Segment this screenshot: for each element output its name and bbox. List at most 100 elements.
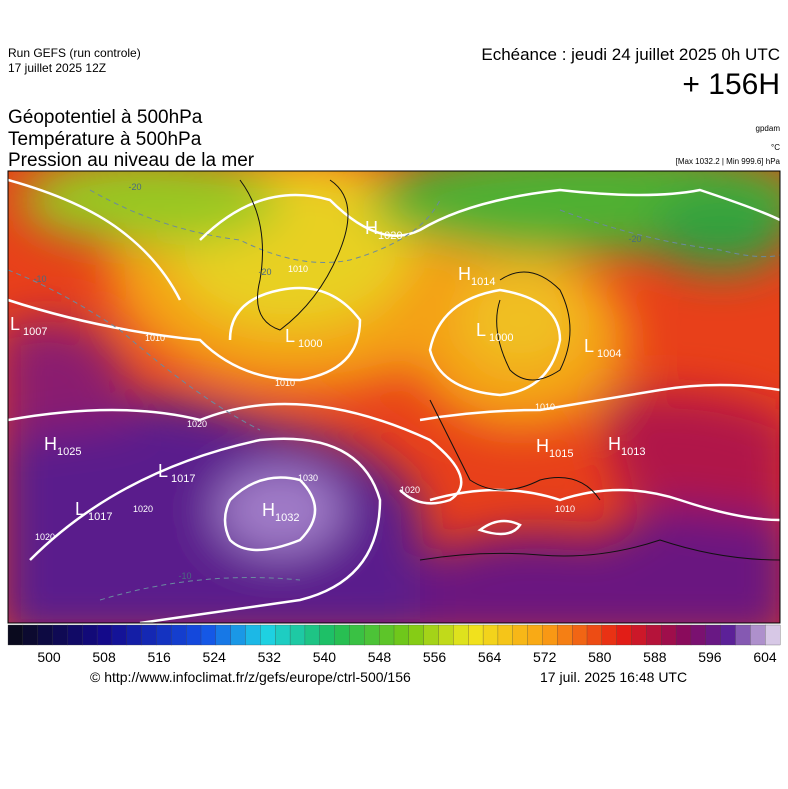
colorbar-tick-label: 500	[37, 649, 61, 665]
colorbar-swatch	[171, 624, 187, 646]
contour-label: 1020	[35, 532, 55, 542]
center-value: 1014	[471, 276, 495, 288]
colorbar-swatch	[334, 624, 350, 646]
colorbar-swatch	[22, 624, 39, 646]
colorbar-tick-label: 604	[753, 649, 777, 665]
colorbar-tick-label: 532	[258, 649, 282, 665]
colorbar-swatch	[527, 624, 543, 646]
colorbar-swatch	[215, 624, 232, 646]
center-value: 1017	[88, 511, 112, 523]
unit: °C	[771, 143, 780, 152]
colorbar-swatch	[111, 624, 128, 646]
colorbar-swatch	[67, 624, 83, 646]
colorbar-swatch	[646, 624, 662, 646]
colorbar-swatch	[557, 624, 573, 646]
colorbar-swatch	[765, 624, 781, 646]
center-type: H	[365, 218, 378, 238]
colorbar-swatch	[304, 624, 321, 646]
contour-label: 1020	[133, 504, 153, 514]
colorbar-tick-label: 556	[423, 649, 447, 665]
colorbar-tick-label: 596	[698, 649, 722, 665]
colorbar-swatch	[379, 624, 395, 646]
center-type: L	[75, 499, 85, 519]
colorbar-tick-label: 564	[478, 649, 502, 665]
field: Température à 500hPa	[8, 129, 202, 150]
colorbar-swatch	[82, 624, 98, 646]
colorbar-tick-label: 580	[588, 649, 612, 665]
center-value: 1020	[378, 230, 402, 242]
colorbar-swatch	[675, 624, 692, 646]
center-value: 1007	[23, 326, 47, 338]
center-type: H	[458, 264, 471, 284]
center-type: L	[584, 336, 594, 356]
center-type: H	[608, 434, 621, 454]
colorbar-swatch	[289, 624, 306, 646]
contour-label: 1020	[400, 485, 420, 495]
colorbar-swatch	[661, 624, 677, 646]
colorbar-tick-label: 508	[92, 649, 116, 665]
run-name: Run GEFS (run controle)	[8, 46, 141, 60]
colorbar-swatch	[690, 624, 707, 646]
colorbar-swatch	[468, 624, 484, 646]
contour-label: 1020	[187, 419, 207, 429]
colorbar-swatch	[438, 624, 454, 646]
field: Pression au niveau de la mer	[8, 150, 255, 171]
colorbar-swatch	[37, 624, 53, 646]
contour-label: 1010	[535, 402, 555, 412]
colorbar-swatch	[230, 624, 246, 646]
contour-label: -10	[33, 274, 46, 284]
source: © http://www.infoclimat.fr/z/gefs/europe…	[90, 669, 411, 685]
contour-label: -20	[628, 234, 641, 244]
colorbar-swatch	[52, 624, 68, 646]
contour-label: 1010	[145, 333, 165, 343]
colorbar-swatch	[364, 624, 380, 646]
colorbar-swatch	[423, 624, 439, 646]
colorbar-swatch	[156, 624, 172, 646]
run-time: 17 juillet 2025 12Z	[8, 61, 107, 75]
colorbar-swatch	[275, 624, 291, 646]
contour-label: 1010	[288, 264, 308, 274]
field: Géopotentiel à 500hPa	[8, 107, 203, 128]
colorbar-swatch	[497, 624, 514, 646]
center-value: 1032	[275, 512, 299, 524]
center-type: L	[10, 314, 20, 334]
center-type: L	[285, 326, 295, 346]
center-type: L	[158, 461, 168, 481]
colorbar-swatch	[319, 624, 336, 646]
colorbar-swatch	[408, 624, 425, 646]
colorbar-swatch	[7, 624, 24, 646]
colorbar-swatch	[200, 624, 217, 646]
contour-label: -10	[178, 571, 191, 581]
colorbar-swatch	[735, 624, 751, 646]
colorbar-swatch	[349, 624, 365, 646]
field-shading	[8, 171, 780, 623]
center-value: 1000	[298, 338, 322, 350]
colorbar-swatch	[245, 624, 261, 646]
colorbar-swatch	[126, 624, 143, 646]
colorbar-swatch	[453, 624, 469, 646]
colorbar-tick-label: 572	[533, 649, 557, 665]
colorbar-swatch	[482, 624, 499, 646]
contour-label: 1030	[298, 473, 318, 483]
colorbar-swatch	[586, 624, 603, 646]
colorbar-swatch	[260, 624, 276, 646]
colorbar-swatch	[512, 624, 529, 646]
center-value: 1004	[597, 348, 621, 360]
colorbar-swatch	[631, 624, 647, 646]
center-value: 1013	[621, 446, 645, 458]
colorbar-tick-label: 548	[368, 649, 392, 665]
center-type: H	[44, 434, 57, 454]
colorbar-tick-label: 516	[147, 649, 171, 665]
contour-label: -20	[128, 182, 141, 192]
colorbar-swatch	[705, 624, 722, 646]
colorbar-swatch	[750, 624, 766, 646]
unit: gpdam	[755, 124, 780, 133]
colorbar-swatch	[186, 624, 202, 646]
colorbar-swatch	[616, 624, 632, 646]
center-value: 1017	[171, 473, 195, 485]
center-type: H	[536, 436, 549, 456]
center-value: 1000	[489, 332, 513, 344]
generated-time: 17 juil. 2025 16:48 UTC	[540, 669, 688, 685]
